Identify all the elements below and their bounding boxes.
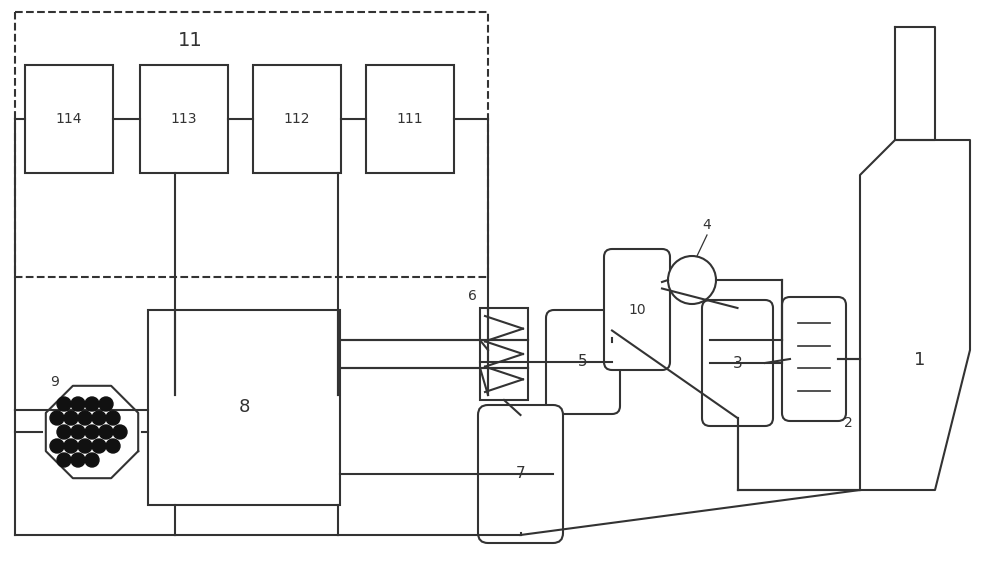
Circle shape (57, 397, 71, 411)
Bar (25, 65, 113, 173)
Polygon shape (895, 27, 935, 140)
Bar (480, 308, 528, 400)
Circle shape (106, 411, 120, 425)
FancyBboxPatch shape (546, 310, 620, 414)
Text: 113: 113 (171, 112, 197, 126)
Bar (366, 65, 454, 173)
Text: 111: 111 (397, 112, 423, 126)
Circle shape (78, 439, 92, 453)
Circle shape (92, 411, 106, 425)
Text: 112: 112 (284, 112, 310, 126)
Circle shape (85, 397, 99, 411)
Circle shape (99, 397, 113, 411)
Bar (140, 65, 228, 173)
Circle shape (50, 439, 64, 453)
Text: 2: 2 (844, 416, 852, 430)
Text: 7: 7 (516, 467, 525, 481)
Text: 8: 8 (238, 398, 250, 416)
Circle shape (78, 411, 92, 425)
Circle shape (92, 439, 106, 453)
Circle shape (71, 453, 85, 467)
FancyBboxPatch shape (702, 300, 773, 426)
Text: 5: 5 (578, 354, 588, 370)
Text: 6: 6 (468, 289, 476, 303)
Circle shape (64, 411, 78, 425)
Circle shape (71, 425, 85, 439)
Circle shape (57, 425, 71, 439)
Circle shape (113, 425, 127, 439)
Text: 3: 3 (733, 356, 742, 370)
Text: 10: 10 (628, 303, 646, 317)
Circle shape (50, 411, 64, 425)
Text: 4: 4 (703, 218, 711, 232)
Text: 9: 9 (51, 375, 59, 389)
Polygon shape (46, 386, 138, 478)
Circle shape (71, 397, 85, 411)
Polygon shape (860, 140, 970, 490)
Circle shape (668, 256, 716, 304)
Circle shape (57, 453, 71, 467)
Circle shape (106, 439, 120, 453)
Bar (253, 65, 341, 173)
Circle shape (85, 425, 99, 439)
Text: 1: 1 (914, 351, 926, 369)
Text: 114: 114 (56, 112, 82, 126)
Bar (15, 12, 488, 277)
Circle shape (64, 439, 78, 453)
FancyBboxPatch shape (478, 405, 563, 543)
Text: 11: 11 (178, 30, 202, 50)
Circle shape (99, 425, 113, 439)
FancyBboxPatch shape (604, 249, 670, 370)
Circle shape (85, 453, 99, 467)
FancyBboxPatch shape (782, 297, 846, 421)
Bar (148, 310, 340, 505)
